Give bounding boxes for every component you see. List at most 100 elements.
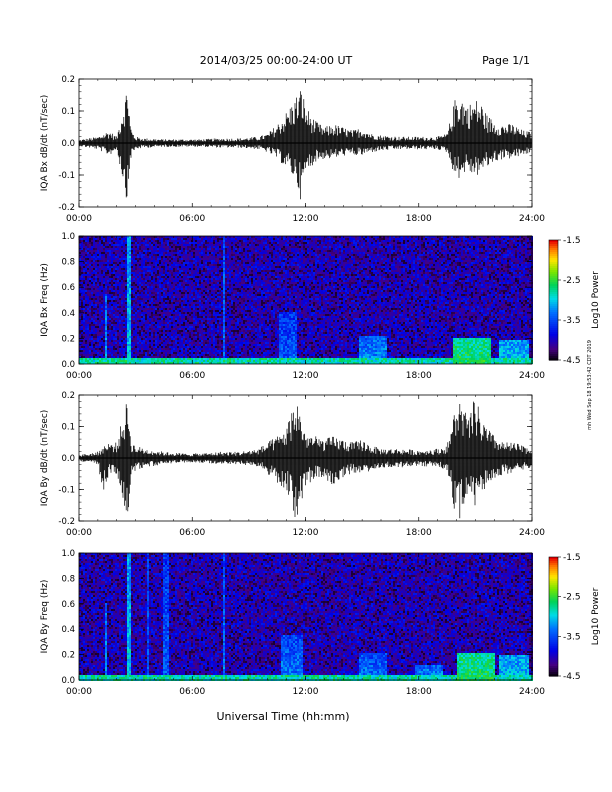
spectrogram-cell — [225, 322, 227, 324]
spectrogram-cell — [167, 354, 169, 356]
spectrogram-cell — [159, 324, 161, 326]
spectrogram-cell — [81, 274, 83, 276]
spectrogram-cell — [183, 324, 185, 326]
spectrogram-cell — [193, 338, 195, 340]
spectrogram-cell — [129, 290, 131, 292]
spectrogram-cell — [169, 358, 171, 360]
spectrogram-cell — [137, 358, 139, 360]
spectrogram-cell — [79, 294, 81, 296]
spectrogram-cell — [119, 288, 121, 290]
spectrogram-cell — [105, 260, 107, 262]
spectrogram-cell — [161, 358, 163, 360]
spectrogram-cell — [203, 252, 205, 254]
spectrogram-cell — [173, 298, 175, 300]
spectrogram-cell — [113, 306, 115, 308]
spectrogram-cell — [147, 240, 149, 242]
spectrogram-cell — [127, 288, 129, 290]
spectrogram-cell — [125, 246, 127, 248]
spectrogram-cell — [215, 276, 217, 278]
spectrogram-cell — [217, 298, 219, 300]
spectrogram-cell — [103, 302, 105, 304]
spectrogram-cell — [175, 284, 177, 286]
spectrogram-cell — [211, 270, 213, 272]
spectrogram-cell — [171, 260, 173, 262]
spectrogram-cell — [135, 310, 137, 312]
spectrogram-cell — [119, 310, 121, 312]
spectrogram-cell — [109, 348, 111, 350]
spectrogram-cell — [223, 332, 225, 334]
spectrogram-cell — [123, 318, 125, 320]
spectrogram-cell — [193, 282, 195, 284]
spectrogram-cell — [93, 292, 95, 294]
spectrogram-cell — [181, 238, 183, 240]
spectrogram-cell — [189, 250, 191, 252]
spectrogram-cell — [177, 294, 179, 296]
spectrogram-cell — [215, 346, 217, 348]
spectrogram-cell — [101, 266, 103, 268]
spectrogram-cell — [151, 350, 153, 352]
spectrogram-cell — [107, 266, 109, 268]
spectrogram-cell — [181, 356, 183, 358]
spectrogram-cell — [109, 320, 111, 322]
spectrogram-cell — [117, 328, 119, 330]
spectrogram-cell — [117, 354, 119, 356]
spectrogram-cell — [155, 344, 157, 346]
spectrogram-cell — [111, 310, 113, 312]
spectrogram-cell — [191, 248, 193, 250]
spectrogram-cell — [107, 288, 109, 290]
spectrogram-cell — [157, 316, 159, 318]
spectrogram-cell — [105, 268, 107, 270]
spectrogram-cell — [209, 274, 211, 276]
spectrogram-cell — [117, 306, 119, 308]
spectrogram-cell — [209, 260, 211, 262]
spectrogram-cell — [167, 316, 169, 318]
spectrogram-cell — [173, 360, 175, 362]
spectrogram-cell — [181, 258, 183, 260]
x-tick-label: 12:00 — [293, 214, 319, 224]
spectrogram-cell — [81, 280, 83, 282]
spectrogram-cell — [185, 320, 187, 322]
spectrogram-cell — [137, 280, 139, 282]
spectrogram-cell — [149, 346, 151, 348]
spectrogram-cell — [105, 250, 107, 252]
spectrogram-cell — [197, 282, 199, 284]
spectrogram-cell — [99, 296, 101, 298]
spectrogram-cell — [93, 260, 95, 262]
spectrogram-cell — [175, 248, 177, 250]
spectrogram-cell — [223, 252, 225, 254]
spectrogram-cell — [135, 236, 137, 238]
spectrogram-cell — [213, 288, 215, 290]
spectrogram-cell — [183, 310, 185, 312]
spectrogram-cell — [151, 266, 153, 268]
spectrogram-cell — [163, 246, 165, 248]
spectrogram-cell — [103, 362, 105, 364]
spectrogram-cell — [123, 336, 125, 338]
spectrogram-cell — [171, 306, 173, 308]
spectrogram-cell — [153, 240, 155, 242]
spectrogram-cell — [161, 298, 163, 300]
spectrogram-cell — [91, 250, 93, 252]
spectrogram-cell — [155, 280, 157, 282]
spectrogram-cell — [107, 236, 109, 238]
spectrogram-cell — [221, 306, 223, 308]
spectrogram-cell — [89, 300, 91, 302]
spectrogram-cell — [181, 310, 183, 312]
spectrogram-cell — [215, 318, 217, 320]
spectrogram-cell — [91, 272, 93, 274]
spectrogram-cell — [129, 282, 131, 284]
spectrogram-cell — [159, 282, 161, 284]
spectrogram-cell — [113, 254, 115, 256]
spectrogram-cell — [163, 342, 165, 344]
spectrogram-cell — [167, 274, 169, 276]
spectrogram-cell — [83, 326, 85, 328]
spectrogram-cell — [213, 332, 215, 334]
spectrogram-cell — [153, 316, 155, 318]
spectrogram-cell — [161, 348, 163, 350]
spectrogram-cell — [163, 310, 165, 312]
spectrogram-cell — [223, 358, 225, 360]
spectrogram-cell — [91, 360, 93, 362]
spectrogram-cell — [111, 330, 113, 332]
spectrogram-cell — [181, 336, 183, 338]
spectrogram-cell — [213, 244, 215, 246]
spectrogram-cell — [107, 322, 109, 324]
